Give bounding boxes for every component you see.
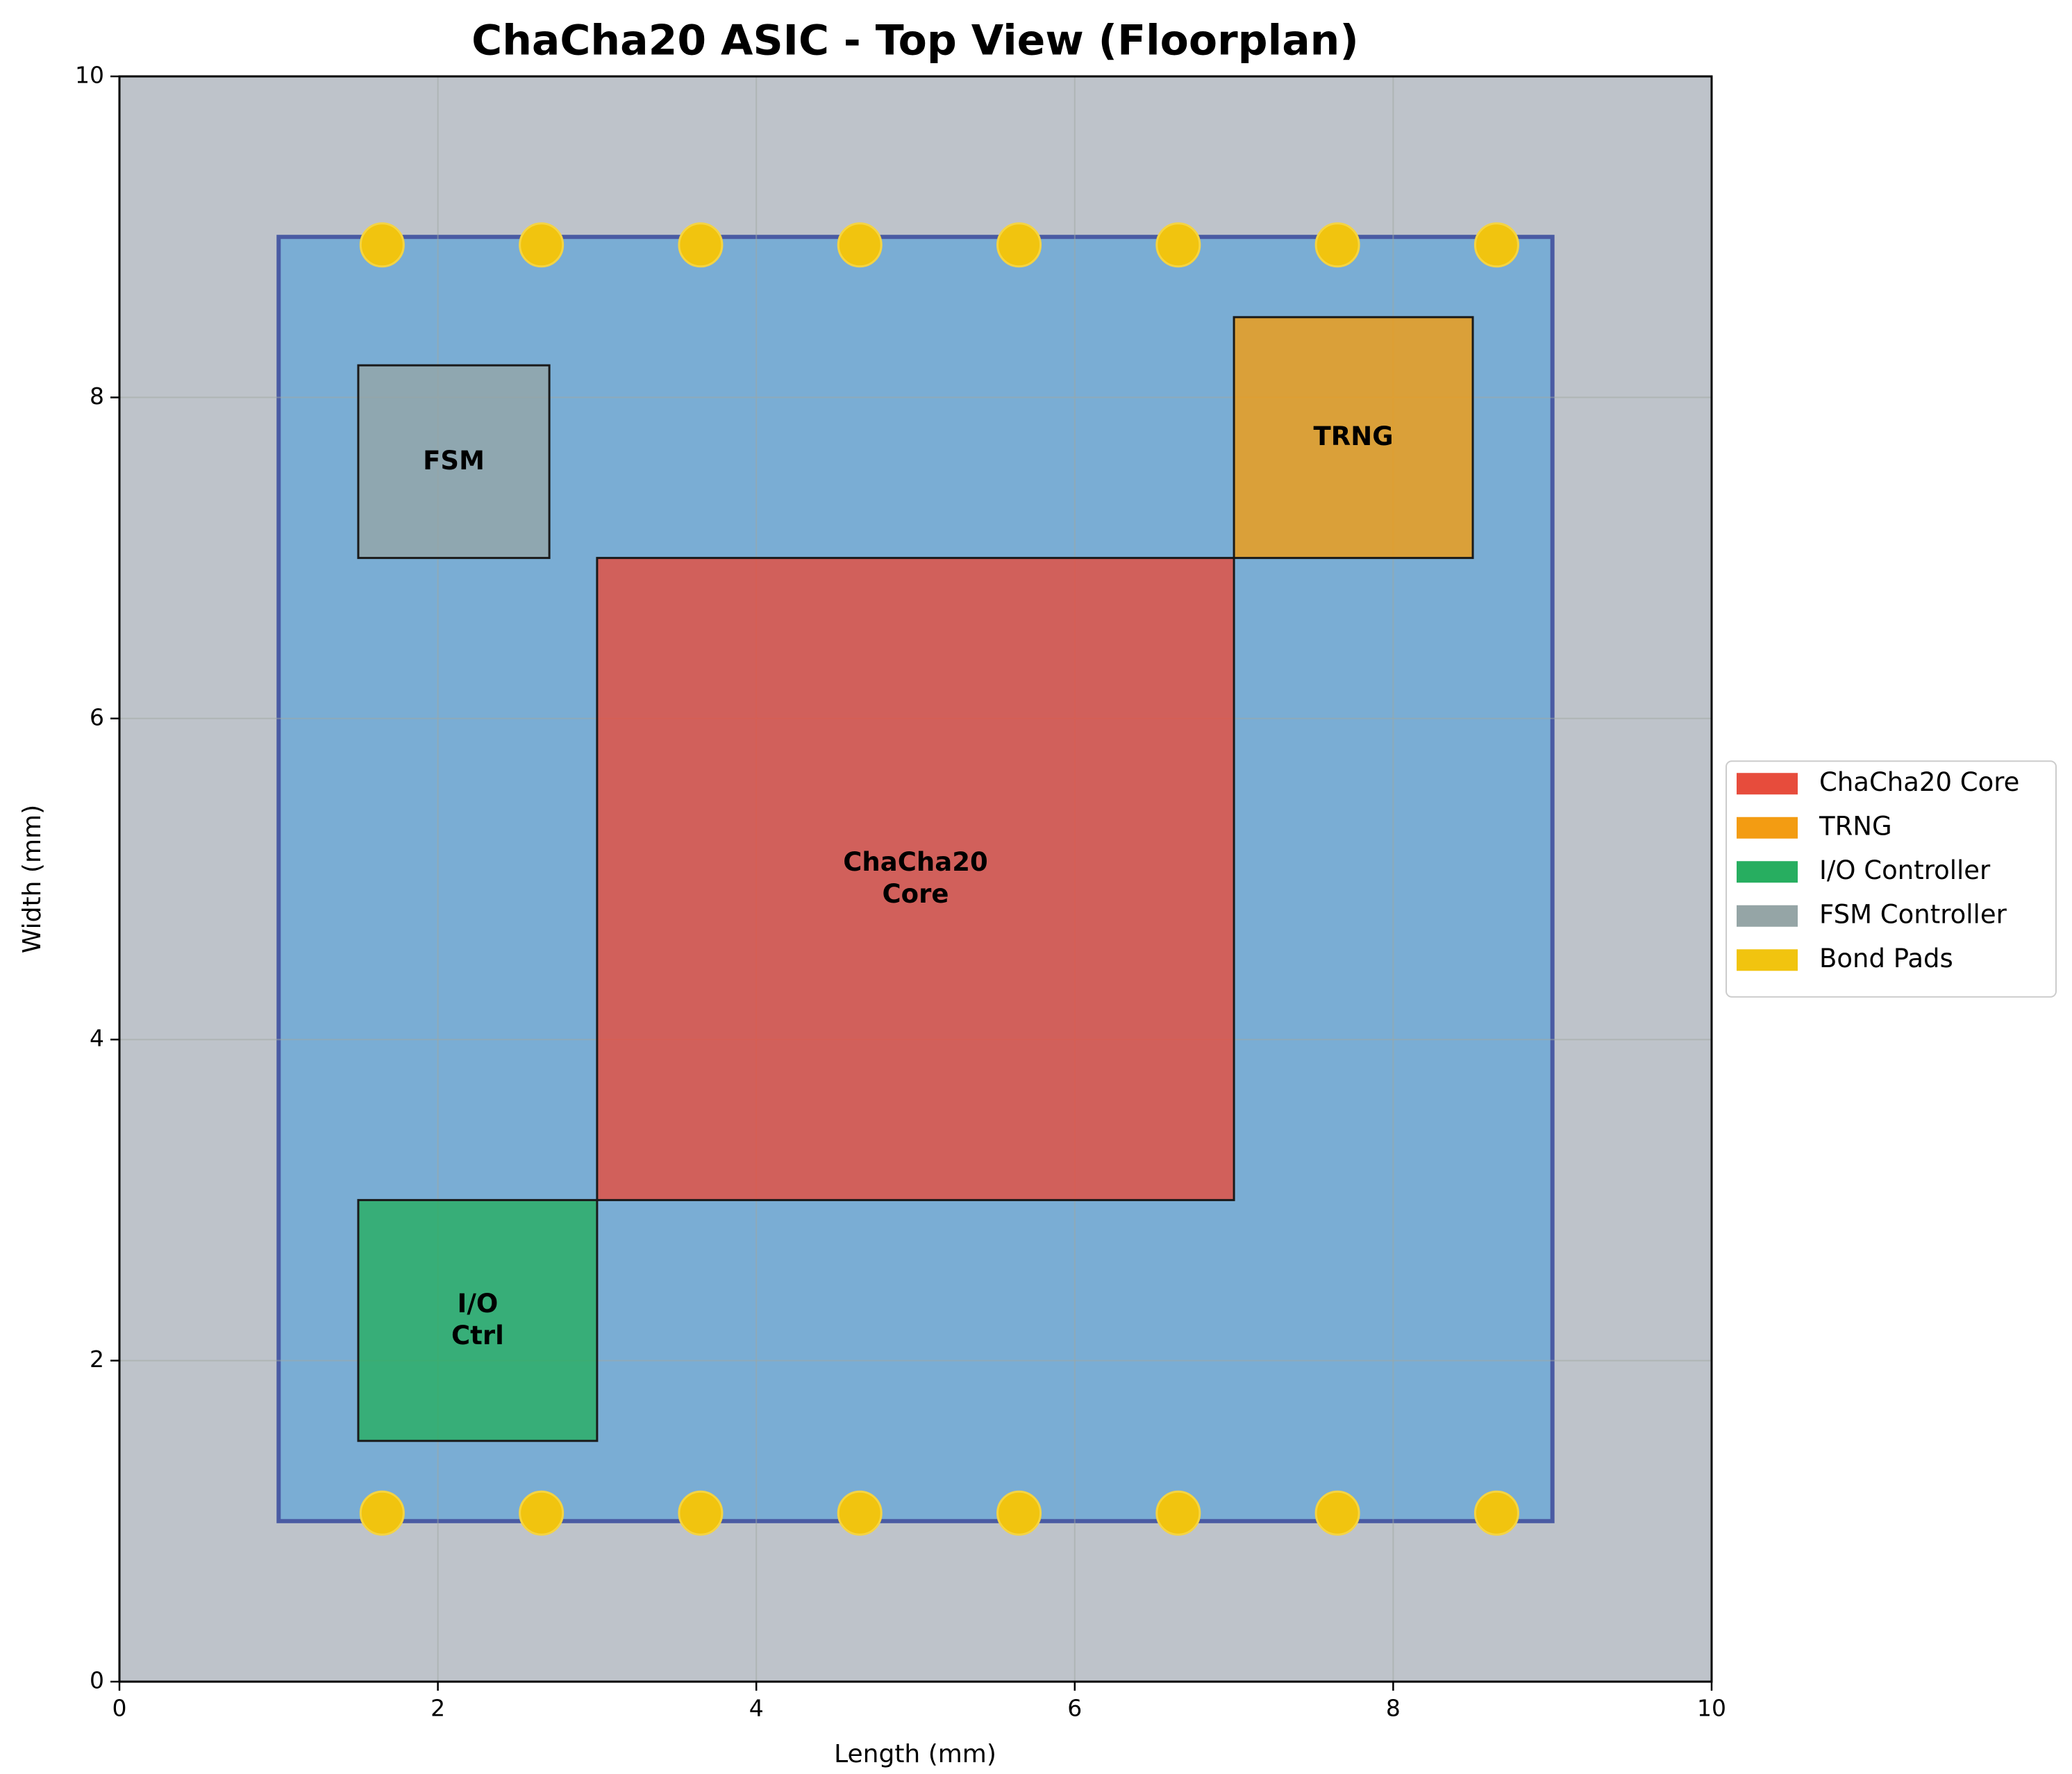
x-axis-label: Length (mm) xyxy=(834,1740,996,1768)
block-label: FSM xyxy=(423,445,485,475)
legend-swatch xyxy=(1737,817,1798,839)
legend-label: FSM Controller xyxy=(1819,899,2007,929)
block-label: TRNG xyxy=(1314,421,1394,451)
legend-swatch xyxy=(1737,949,1798,971)
bond-pad xyxy=(1155,1490,1201,1536)
bond-pad xyxy=(678,222,724,268)
bond-pad xyxy=(996,222,1042,268)
legend-swatch xyxy=(1737,861,1798,883)
y-tick-label: 10 xyxy=(75,62,104,89)
floorplan-block xyxy=(357,1198,599,1442)
y-tick-label: 6 xyxy=(90,703,104,730)
legend-label: TRNG xyxy=(1819,811,1892,841)
legend-swatch xyxy=(1737,773,1798,795)
x-tick-label: 8 xyxy=(1386,1695,1401,1722)
legend-box xyxy=(1726,760,2057,998)
block-label: ChaCha20 Core xyxy=(843,847,987,909)
y-tick-label: 8 xyxy=(90,383,104,410)
floorplan-block xyxy=(596,557,1235,1201)
bond-pad xyxy=(837,1490,883,1536)
legend-label: Bond Pads xyxy=(1819,944,1953,973)
legend-label: I/O Controller xyxy=(1819,855,1991,885)
y-axis-label: Width (mm) xyxy=(18,805,47,953)
bond-pad xyxy=(359,1490,405,1536)
bond-pad xyxy=(1314,222,1360,268)
chart-title: ChaCha20 ASIC - Top View (Floorplan) xyxy=(471,17,1359,65)
bond-pad xyxy=(1473,1490,1519,1536)
bond-pad xyxy=(996,1490,1042,1536)
x-tick-label: 10 xyxy=(1697,1695,1726,1722)
x-tick-label: 4 xyxy=(749,1695,764,1722)
bond-pad xyxy=(837,222,883,268)
y-tick-label: 0 xyxy=(90,1667,104,1694)
bond-pad xyxy=(1473,222,1519,268)
legend-label: ChaCha20 Core xyxy=(1819,767,2019,797)
block-label: I/O Ctrl xyxy=(451,1288,504,1350)
bond-pad xyxy=(1155,222,1201,268)
floorplan-block xyxy=(1233,316,1474,560)
bond-pad xyxy=(1314,1490,1360,1536)
bond-pad xyxy=(678,1490,724,1536)
x-tick-label: 0 xyxy=(112,1695,127,1722)
bond-pad xyxy=(359,222,405,268)
y-tick-label: 2 xyxy=(90,1346,104,1373)
y-tick-label: 4 xyxy=(90,1025,104,1052)
x-tick-label: 2 xyxy=(431,1695,445,1722)
x-tick-label: 6 xyxy=(1067,1695,1082,1722)
legend-swatch xyxy=(1737,905,1798,927)
floorplan-block xyxy=(357,364,551,560)
bond-pad xyxy=(519,222,565,268)
plot-frame xyxy=(118,75,1713,1683)
bond-pad xyxy=(519,1490,565,1536)
